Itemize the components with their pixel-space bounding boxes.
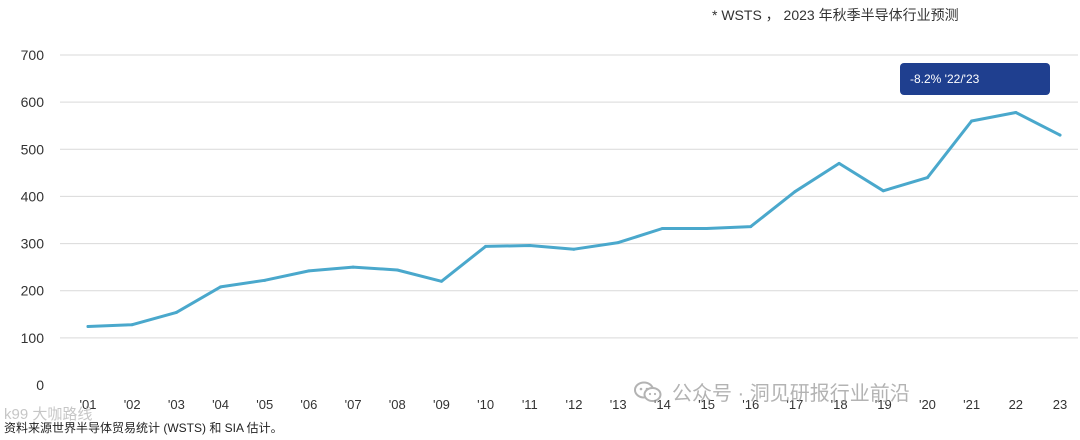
data-point [307, 269, 311, 273]
corner-watermark: k99 大咖路线 [4, 406, 93, 423]
x-tick-label: '04 [212, 397, 229, 412]
x-tick-label: '18 [831, 397, 848, 412]
x-axis-ticks: '01 '02 '03 '04 '05 '06 '07 '08 '09 '10 '11 '12 '13 '… [80, 397, 1068, 412]
data-point [1058, 133, 1062, 137]
data-point [263, 278, 267, 282]
data-point [660, 226, 664, 230]
data-point [881, 189, 885, 193]
data-point [351, 265, 355, 269]
y-tick-label: 400 [21, 188, 45, 204]
x-tick-label: '13 [610, 397, 627, 412]
x-tick-label: '11 [522, 397, 538, 412]
y-tick-label: 700 [21, 47, 45, 63]
watermark: 公众号 · 洞见研报行业前沿 [634, 377, 910, 406]
data-point [837, 161, 841, 165]
series-line [86, 111, 1062, 328]
x-tick-label: '09 [433, 397, 450, 412]
x-tick-label: '03 [168, 397, 185, 412]
data-point [1014, 111, 1018, 115]
x-tick-label: '12 [566, 397, 583, 412]
data-point [395, 268, 399, 272]
x-tick-label: '02 [124, 397, 141, 412]
y-tick-label: 100 [21, 330, 45, 346]
data-point [86, 325, 90, 329]
change-callout: -8.2% '22/'23 [900, 63, 1050, 95]
data-point [130, 323, 134, 327]
x-tick-label: '21 [963, 397, 980, 412]
data-point [705, 226, 709, 230]
x-tick-label: '17 [786, 397, 803, 412]
data-point [925, 176, 929, 180]
x-tick-label: '01 [80, 397, 97, 412]
y-axis-ticks: 0 100 200 300 400 500 600 700 [21, 47, 45, 393]
watermark-text: 公众号 · 洞见研报行业前沿 [672, 383, 910, 405]
x-tick-label: '20 [919, 397, 936, 412]
data-point [749, 225, 753, 229]
x-tick-label: '15 [698, 397, 715, 412]
data-point [484, 244, 488, 248]
data-point [970, 119, 974, 123]
source-note: 资料来源世界半导体贸易统计 (WSTS) 和 SIA 估计。 [4, 421, 283, 435]
forecast-note: * WSTS ， 2023 年秋季半导体行业预测 [712, 7, 959, 23]
x-tick-label: '08 [389, 397, 406, 412]
series-layer [86, 111, 1062, 329]
x-tick-label: '07 [345, 397, 362, 412]
x-tick-label: '06 [300, 397, 317, 412]
y-tick-label: 600 [21, 94, 45, 110]
x-tick-label: '10 [477, 397, 494, 412]
x-tick-label: 22 [1009, 397, 1023, 412]
y-tick-label: 500 [21, 141, 45, 157]
x-tick-label: '14 [654, 397, 671, 412]
data-point [439, 279, 443, 283]
data-point [528, 243, 532, 247]
wechat-icon [634, 381, 662, 403]
y-tick-label: 300 [21, 236, 45, 252]
data-point [174, 310, 178, 314]
data-point [572, 247, 576, 251]
data-point [793, 190, 797, 194]
x-tick-label: '19 [875, 397, 892, 412]
x-tick-label: '16 [742, 397, 759, 412]
y-tick-label: 0 [36, 377, 44, 393]
x-tick-label: '05 [256, 397, 273, 412]
data-point [219, 285, 223, 289]
data-point [616, 241, 620, 245]
y-tick-label: 200 [21, 283, 45, 299]
gridlines [60, 54, 1078, 339]
x-tick-label: 23 [1053, 397, 1067, 412]
